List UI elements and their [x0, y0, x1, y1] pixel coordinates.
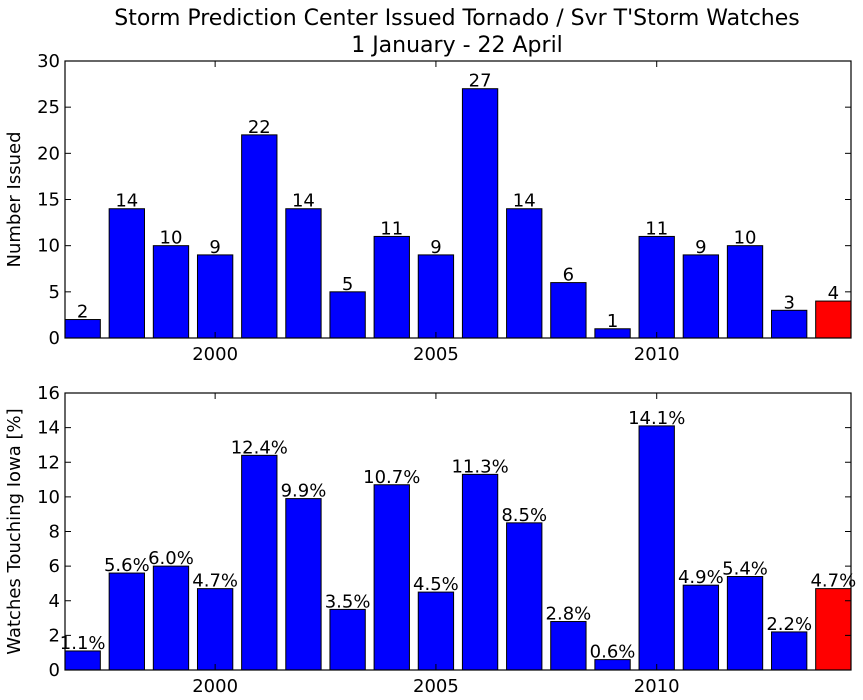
top-data-label-2004: 11 [380, 218, 403, 239]
bottom-data-label-1998: 5.6% [104, 555, 150, 576]
top-bar-2012 [726, 245, 764, 339]
bottom-bar-2004 [373, 484, 410, 671]
bottom-data-label-2008: 2.8% [546, 604, 592, 625]
bottom-data-label-2010: 14.1% [628, 408, 685, 429]
bottom-y-axis-label: Watches Touching Iowa [%] [4, 408, 25, 654]
bottom-data-label-2009: 0.6% [590, 642, 636, 663]
bottom-bar-2010 [638, 425, 675, 671]
bottom-ytick-label: 16 [37, 383, 60, 404]
top-bar-2001 [241, 134, 278, 339]
bottom-data-label-1999: 6.0% [148, 548, 194, 569]
bottom-ytick-label: 2 [49, 625, 60, 646]
bottom-ytick-label: 10 [37, 487, 60, 508]
top-xtick-label: 2005 [413, 344, 459, 365]
top-data-label-2012: 10 [734, 228, 757, 249]
bottom-ytick-label: 8 [49, 522, 60, 543]
top-data-label-1998: 14 [115, 191, 138, 212]
bottom-data-label-2011: 4.9% [678, 567, 724, 588]
bottom-xtick-label: 2000 [192, 676, 238, 697]
bottom-bar-2006 [461, 473, 499, 671]
bottom-ytick-label: 0 [49, 660, 60, 681]
bottom-data-label-2004: 10.7% [363, 467, 420, 488]
bottom-bar-2013 [771, 631, 808, 671]
top-ytick-label: 30 [37, 51, 60, 72]
top-y-axis-label: Number Issued [4, 131, 25, 267]
top-bar-1999 [152, 245, 190, 339]
top-bar-2005 [417, 254, 455, 339]
top-ytick-label: 15 [37, 190, 60, 211]
bottom-ytick-label: 12 [37, 452, 60, 473]
bottom-bar-2002 [285, 498, 322, 671]
bottom-bar-2012 [726, 576, 764, 671]
bottom-bar-2001 [241, 454, 278, 671]
bottom-bar-2003 [329, 608, 366, 671]
bottom-bar-2005 [417, 591, 455, 671]
bottom-ytick-label: 4 [49, 591, 60, 612]
top-data-label-2003: 5 [342, 274, 353, 295]
bottom-bar-1999 [152, 565, 190, 671]
top-ytick-label: 20 [37, 143, 60, 164]
top-ytick-label: 10 [37, 236, 60, 257]
bottom-data-label-2001: 12.4% [231, 437, 288, 458]
top-data-label-2011: 9 [695, 237, 706, 258]
bottom-bar-2007 [506, 522, 543, 671]
top-bar-2013 [771, 309, 808, 339]
top-data-label-2002: 14 [292, 191, 315, 212]
top-data-label-2009: 1 [607, 311, 618, 332]
top-data-label-2006: 27 [469, 71, 492, 92]
bottom-bar-1998 [108, 572, 145, 671]
bottom-data-label-2005: 4.5% [413, 574, 459, 595]
top-bar-2008 [550, 282, 587, 339]
top-bar-2010 [638, 235, 675, 339]
top-bar-2011 [682, 254, 720, 339]
top-data-label-2010: 11 [645, 218, 668, 239]
top-data-label-2000: 9 [209, 237, 220, 258]
top-bar-2004 [373, 235, 410, 339]
bottom-xtick-label: 2010 [634, 676, 680, 697]
bottom-bar-2000 [196, 588, 234, 671]
bottom-data-label-2013: 2.2% [766, 614, 812, 635]
top-ytick-label: 0 [49, 328, 60, 349]
top-bar-2002 [285, 208, 322, 339]
top-bar-2014 [815, 300, 852, 339]
bottom-data-label-2007: 8.5% [501, 505, 547, 526]
bottom-bar-2008 [550, 621, 587, 671]
top-data-label-2007: 14 [513, 191, 536, 212]
bottom-ytick-label: 14 [37, 418, 60, 439]
chart-title-line1: Storm Prediction Center Issued Tornado /… [114, 6, 800, 31]
top-bar-1998 [108, 208, 145, 339]
top-data-label-2014: 4 [828, 283, 839, 304]
top-data-label-2001: 22 [248, 117, 271, 138]
bottom-ytick-label: 6 [49, 556, 60, 577]
bottom-bar-2011 [682, 584, 720, 671]
bottom-xtick-label: 2005 [413, 676, 459, 697]
top-data-label-2005: 9 [430, 237, 441, 258]
chart-title-line2: 1 January - 22 April [351, 33, 563, 58]
bottom-data-label-2000: 4.7% [192, 571, 238, 592]
top-xtick-label: 2000 [192, 344, 238, 365]
top-bar-2007 [506, 208, 543, 339]
top-bar-2000 [196, 254, 234, 339]
bottom-data-label-1997: 1.1% [60, 633, 106, 654]
bottom-data-label-2014: 4.7% [810, 571, 856, 592]
bottom-data-label-2006: 11.3% [451, 456, 508, 477]
top-data-label-1997: 2 [77, 302, 88, 323]
top-bar-2006 [461, 88, 499, 339]
top-ytick-label: 5 [49, 282, 60, 303]
top-bar-2003 [329, 291, 366, 339]
bottom-data-label-2003: 3.5% [325, 591, 371, 612]
bottom-panel: 1.1%5.6%6.0%4.7%12.4%9.9%3.5%10.7%4.5%11… [4, 383, 856, 697]
bottom-data-label-2012: 5.4% [722, 559, 768, 580]
top-data-label-2008: 6 [563, 265, 574, 286]
top-data-label-2013: 3 [783, 292, 794, 313]
bottom-data-label-2002: 9.9% [281, 481, 327, 502]
top-data-label-1999: 10 [160, 228, 183, 249]
top-xtick-label: 2010 [634, 344, 680, 365]
top-ytick-label: 25 [37, 97, 60, 118]
